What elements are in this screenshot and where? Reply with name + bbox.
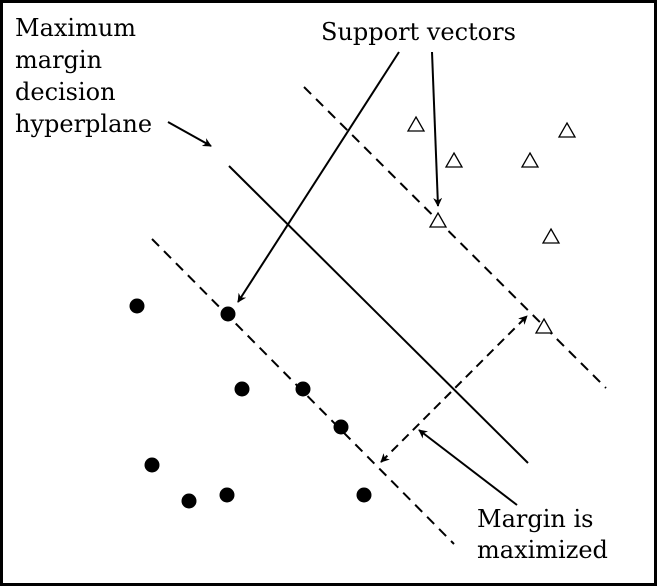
class-a-point <box>219 487 235 503</box>
lower-margin-line <box>151 238 455 545</box>
class-a-point <box>295 381 311 397</box>
class-a-point <box>333 419 349 435</box>
decision-hyperplane-line <box>228 165 529 464</box>
hyperplane-pointer-arrow <box>167 121 212 147</box>
class-a-points <box>129 298 372 509</box>
class-b-point <box>406 115 426 132</box>
margin-label-line-1: Margin is <box>477 505 593 533</box>
class-a-point <box>144 457 160 473</box>
hyperplane-label-line-3: decision <box>15 78 116 106</box>
support-vector-triangle <box>428 211 448 228</box>
hyperplane-label-line-4: hyperplane <box>15 110 152 138</box>
class-a-point <box>129 298 145 314</box>
class-b-point <box>541 227 561 244</box>
class-b-points <box>406 115 577 334</box>
upper-margin-line <box>303 86 607 389</box>
margin-label-line-2: maximized <box>477 536 608 564</box>
support-vector-pointer-arrow-triangle <box>431 51 443 207</box>
class-b-point <box>520 151 540 168</box>
margin-pointer-arrow <box>418 429 518 506</box>
support-vector-triangle <box>534 317 554 334</box>
hyperplane-label-line-2: margin <box>15 46 102 74</box>
support-vector-circle <box>220 306 236 322</box>
margin-width-arrow <box>380 315 528 463</box>
hyperplane-label-line-1: Maximum <box>15 14 136 42</box>
class-a-point <box>356 487 372 503</box>
class-b-point <box>557 121 577 138</box>
class-a-point <box>181 493 197 509</box>
support-vector-pointer-arrow-circle <box>237 51 400 303</box>
class-a-point <box>234 381 250 397</box>
support-vectors-label: Support vectors <box>321 18 516 46</box>
class-b-point <box>444 151 464 168</box>
